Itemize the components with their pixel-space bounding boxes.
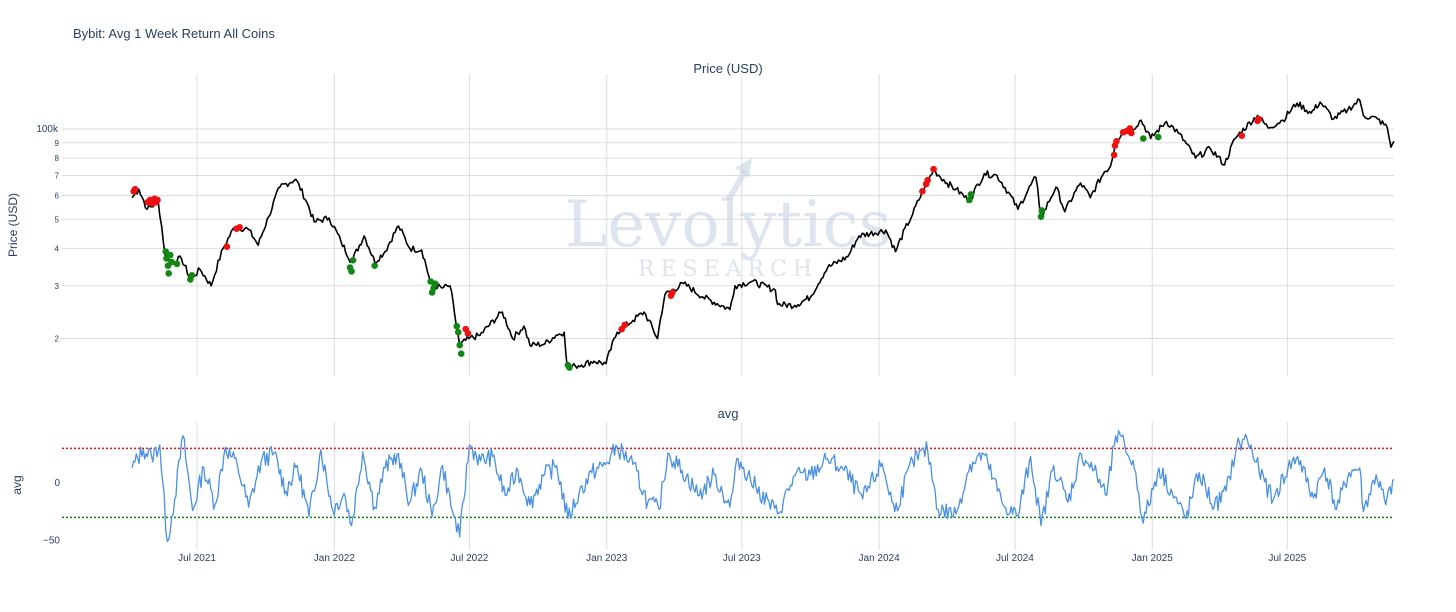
avg-subplot: avg avg 0 −50 (10, 406, 1395, 550)
avg-subplot-title: avg (718, 406, 739, 421)
sell-signal-marker (131, 185, 139, 193)
sell-signal-marker (621, 321, 628, 329)
sell-signal-marker (464, 330, 472, 337)
x-tick-label: Jul 2024 (996, 553, 1034, 564)
buy-signal-marker (966, 196, 973, 204)
buy-signal-marker (431, 280, 439, 287)
y-tick-label: 7 (55, 171, 60, 180)
buy-signal-marker (348, 268, 355, 275)
buy-signal-marker (1139, 135, 1147, 142)
y-tick-label: 4 (55, 244, 60, 253)
x-tick-label: Jul 2022 (451, 553, 489, 564)
buy-signal-markers (162, 133, 1162, 371)
buy-signal-marker (454, 328, 462, 336)
sell-signal-marker (1255, 115, 1263, 123)
price-y-axis-title: Price (USD) (6, 193, 20, 257)
price-series-line (131, 98, 1395, 369)
y-tick-label: 100k (36, 124, 59, 135)
x-axis-ticks: Jul 2021 Jan 2022 Jul 2022 Jan 2023 Jul 2023… (178, 553, 1306, 564)
y-tick-label: −50 (43, 535, 60, 546)
buy-signal-marker (1154, 133, 1162, 141)
sell-signal-marker (1110, 151, 1118, 159)
sell-signal-markers (130, 115, 1263, 337)
x-tick-label: Jan 2022 (314, 553, 356, 564)
buy-signal-marker (1037, 213, 1045, 220)
price-subplot: Price (USD) Price (USD) 100k 9 8 7 6 5 4 3 2 Lev… (6, 61, 1395, 376)
sell-signal-marker (1128, 129, 1135, 137)
buy-signal-marker (188, 272, 196, 279)
buy-signal-marker (168, 258, 175, 266)
x-tick-label: Jul 2025 (1268, 553, 1306, 564)
x-tick-label: Jan 2025 (1132, 553, 1174, 564)
buy-signal-marker (165, 270, 173, 277)
buy-signal-marker (166, 251, 174, 259)
sell-signal-marker (154, 196, 161, 204)
avg-y-axis-title: avg (10, 475, 24, 494)
y-tick-label: 8 (55, 154, 60, 163)
sell-signal-marker (919, 187, 926, 195)
price-y-ticks: 100k 9 8 7 6 5 4 3 2 (36, 124, 59, 344)
sell-signal-marker (669, 289, 676, 296)
sell-signal-marker (223, 243, 231, 251)
x-tick-label: Jan 2023 (586, 553, 628, 564)
buy-signal-marker (162, 248, 170, 255)
buy-signal-marker (453, 322, 461, 330)
buy-signal-marker (371, 262, 378, 270)
y-tick-label: 9 (55, 139, 60, 148)
buy-signal-marker (566, 364, 573, 371)
avg-x-gridlines (196, 422, 1288, 550)
y-tick-label: 6 (55, 192, 60, 201)
y-tick-label: 5 (55, 215, 60, 224)
watermark-brand: Levolytics (565, 188, 892, 262)
x-tick-label: Jul 2023 (723, 553, 761, 564)
sell-signal-marker (930, 165, 937, 173)
watermark-tagline: RESEARCH (638, 257, 818, 282)
x-tick-label: Jan 2024 (859, 553, 901, 564)
y-tick-label: 3 (55, 282, 60, 291)
buy-signal-marker (967, 191, 975, 198)
sell-signal-marker (1113, 138, 1120, 145)
buy-signal-marker (456, 341, 464, 349)
price-x-gridlines (196, 74, 1288, 376)
watermark-logo: Levolytics RESEARCH (565, 158, 892, 282)
buy-signal-marker (349, 256, 357, 264)
watermark-arrow-head-icon (735, 158, 752, 178)
buy-signal-marker (173, 260, 181, 268)
avg-series-line (131, 430, 1395, 543)
chart-title: Bybit: Avg 1 Week Return All Coins (73, 26, 275, 41)
buy-signal-marker (457, 350, 465, 358)
sell-signal-marker (1238, 132, 1246, 140)
avg-y-ticks: 0 −50 (43, 478, 60, 547)
buy-signal-marker (1038, 207, 1046, 214)
y-tick-label: 0 (54, 478, 60, 489)
y-tick-label: 2 (55, 335, 60, 344)
sell-signal-marker (236, 224, 243, 231)
sell-signal-marker (924, 176, 931, 184)
price-subplot-title: Price (USD) (693, 61, 762, 76)
x-tick-label: Jul 2021 (178, 553, 216, 564)
